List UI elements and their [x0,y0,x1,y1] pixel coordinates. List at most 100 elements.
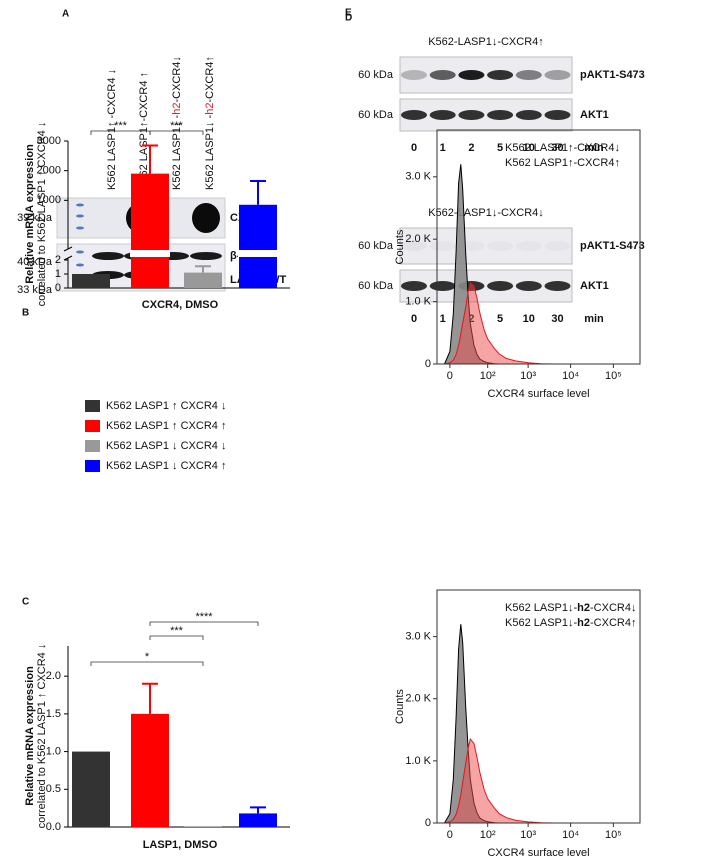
legend-swatch [85,460,100,472]
y-tick-label: 0 [425,817,431,829]
band [487,241,513,251]
kda-label: 40 kDa [17,256,53,268]
band [92,252,124,260]
y-tick-label: 3.0 K [405,171,431,183]
panel-letter: D [345,13,352,24]
significance-label: *** [114,120,128,132]
kda-label: 60 kDa [358,280,394,292]
lane-label: K562 LASP1↓ -h2-CXCR4↓ [171,56,183,190]
bar [72,274,110,288]
time-unit: min [584,142,604,154]
band [487,70,514,80]
error-bar [142,144,158,174]
x-tick-label: 10⁵ [605,370,622,382]
band [544,70,571,80]
time-label: 1 [440,313,446,325]
legend-label: K562 LASP1↓-h2-CXCR4↓ [505,602,636,614]
y-tick-label: 3.0 K [405,631,431,643]
time-label: 0 [411,313,417,325]
x-axis-label: CXCR4 surface level [487,388,589,400]
blot [399,98,573,132]
band [401,70,427,80]
time-label: 5 [497,142,503,154]
band [515,281,542,291]
y-tick-label: 2.0 [46,670,61,682]
legend-label: K562 LASP1 ↑ CXCR4 ↑ [106,420,226,432]
kda-label: 60 kDa [358,69,394,81]
band [458,110,485,120]
blot-title: K562-LASP1↓-CXCR4↓ [428,207,544,219]
significance-bracket [90,661,204,666]
panel-letter: B [22,308,29,319]
y-tick-label: 3000 [37,135,61,147]
band [516,241,542,251]
bar [72,751,110,827]
error-bar [142,682,158,714]
significance-bracket [149,635,204,640]
y-axis-sublabel: correlated to K562 LASP1 ↑ CXCR4 ↓ [36,122,48,307]
bar [239,204,277,288]
legend-label: K562 LASP1 ↓ CXCR4 ↓ [106,440,226,452]
y-tick-label: 1.0 K [405,296,431,308]
kda-label: 33 kDa [17,284,53,296]
x-tick-label: 10² [480,370,496,382]
axis-break [63,255,73,261]
histogram-area [444,281,554,365]
y-tick-label: 1.5 [46,708,61,720]
band [430,241,456,251]
lane-label: K562 LASP1↓ -h2-CXCR4↑ [204,56,216,190]
lane-label: K562 LASP1↑ -CXCR4 ↓ [106,69,118,190]
band [401,241,427,251]
bar [239,813,277,827]
error-bar [250,180,266,205]
legend-label: K562 LASP1 ↓ CXCR4 ↑ [106,460,226,472]
axis-break-gap [130,250,170,257]
significance-bracket [149,621,259,626]
legend-label: K562 LASP1 ↑ CXCR4 ↓ [106,400,226,412]
y-tick-label: 2000 [37,165,61,177]
band [544,110,571,120]
time-label: 5 [497,313,503,325]
time-label: 2 [468,142,474,154]
legend-label: K562 LASP1↑-CXCR4↑ [505,157,620,169]
band [401,281,427,291]
legend-swatch [85,400,100,412]
histogram-area [444,738,554,824]
blot [399,269,573,303]
kda-label: 39 kDa [17,212,53,224]
y-axis-sublabel: correlated to K562 LASP1 ↑ CXCR4 ↓ [36,644,48,829]
panel-letter: E [345,8,352,19]
time-label: 30 [551,313,563,325]
x-tick-label: 10⁴ [562,829,579,841]
plot-frame [436,129,641,365]
time-unit: min [584,313,604,325]
time-label: 10 [523,142,535,154]
band [515,70,542,80]
ladder-band [76,263,84,267]
y-tick-label: 1.0 K [405,755,431,767]
time-label: 1 [440,142,446,154]
band [401,110,427,120]
y-tick-label: 0.0 [46,821,61,833]
bar [184,826,222,827]
error-bar [250,806,266,814]
band [429,70,456,80]
x-tick-label: 0 [447,829,453,841]
band [487,281,514,291]
legend-swatch [85,440,100,452]
bar [131,713,169,827]
x-axis-label: LASP1, DMSO [143,839,218,851]
bar [131,173,169,288]
y-tick-label: 1.0 [46,745,61,757]
y-axis-label: Counts [394,689,406,724]
ladder-band [76,226,84,230]
band [545,241,571,251]
significance-label: *** [170,625,184,637]
blot [399,56,573,94]
legend-swatch [85,420,100,432]
band [429,281,456,291]
plot-frame [436,589,641,824]
y-tick-label: 0 [55,282,61,294]
y-tick-label: 0 [425,358,431,370]
